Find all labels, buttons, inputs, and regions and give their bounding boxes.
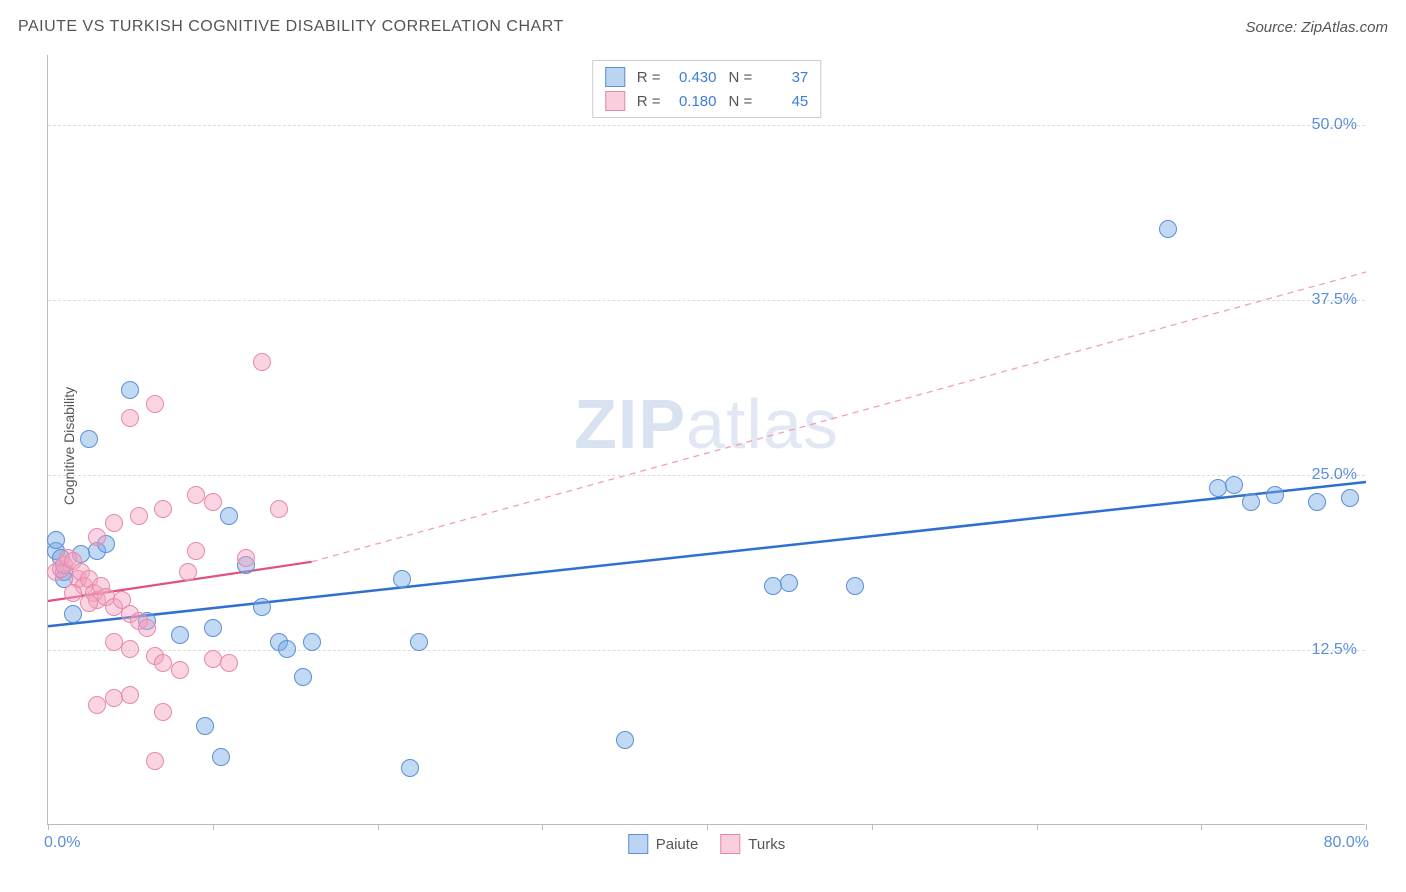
data-point: [764, 577, 782, 595]
x-min-label: 0.0%: [44, 834, 80, 852]
data-point: [1242, 493, 1260, 511]
x-tick: [1366, 824, 1367, 830]
data-point: [1266, 486, 1284, 504]
x-tick: [707, 824, 708, 830]
legend-row-turks: R = 0.180 N = 45: [601, 89, 813, 113]
data-point: [212, 748, 230, 766]
data-point: [1209, 479, 1227, 497]
data-point: [105, 633, 123, 651]
data-point: [220, 654, 238, 672]
data-point: [616, 731, 634, 749]
data-point: [270, 500, 288, 518]
data-point: [220, 507, 238, 525]
data-point: [1225, 476, 1243, 494]
data-point: [278, 640, 296, 658]
data-point: [105, 689, 123, 707]
data-point: [846, 577, 864, 595]
data-point: [179, 563, 197, 581]
y-tick-label: 50.0%: [1312, 116, 1357, 134]
swatch-paiute-icon: [628, 834, 648, 854]
data-point: [1341, 489, 1359, 507]
x-tick: [1201, 824, 1202, 830]
data-point: [154, 703, 172, 721]
data-point: [146, 752, 164, 770]
data-point: [121, 409, 139, 427]
swatch-turks: [605, 91, 625, 111]
data-point: [138, 619, 156, 637]
data-point: [88, 528, 106, 546]
x-tick: [213, 824, 214, 830]
data-point: [47, 531, 65, 549]
data-point: [1308, 493, 1326, 511]
data-point: [780, 574, 798, 592]
data-point: [393, 570, 411, 588]
x-max-label: 80.0%: [1324, 834, 1369, 852]
data-point: [204, 619, 222, 637]
x-tick: [1037, 824, 1038, 830]
trend-lines: [48, 55, 1365, 824]
chart-source: Source: ZipAtlas.com: [1245, 19, 1388, 36]
y-tick-label: 12.5%: [1312, 641, 1357, 659]
data-point: [1159, 220, 1177, 238]
x-tick: [542, 824, 543, 830]
data-point: [154, 500, 172, 518]
data-point: [253, 353, 271, 371]
swatch-paiute: [605, 67, 625, 87]
data-point: [64, 584, 82, 602]
data-point: [121, 686, 139, 704]
y-tick-label: 37.5%: [1312, 291, 1357, 309]
scatter-chart: ZIPatlas R = 0.430 N = 37 R = 0.180 N = …: [47, 55, 1365, 825]
data-point: [88, 696, 106, 714]
data-point: [64, 605, 82, 623]
correlation-legend: R = 0.430 N = 37 R = 0.180 N = 45: [592, 60, 822, 118]
chart-title: PAIUTE VS TURKISH COGNITIVE DISABILITY C…: [18, 18, 564, 36]
data-point: [237, 549, 255, 567]
chart-header: PAIUTE VS TURKISH COGNITIVE DISABILITY C…: [18, 18, 1388, 36]
gridline: [48, 475, 1365, 476]
swatch-turks-icon: [720, 834, 740, 854]
legend-item-turks: Turks: [720, 834, 785, 854]
gridline: [48, 125, 1365, 126]
data-point: [187, 542, 205, 560]
watermark: ZIPatlas: [574, 384, 839, 464]
data-point: [303, 633, 321, 651]
data-point: [401, 759, 419, 777]
x-tick: [872, 824, 873, 830]
gridline: [48, 300, 1365, 301]
gridline: [48, 650, 1365, 651]
data-point: [105, 514, 123, 532]
data-point: [253, 598, 271, 616]
data-point: [171, 661, 189, 679]
data-point: [121, 381, 139, 399]
data-point: [146, 395, 164, 413]
data-point: [204, 650, 222, 668]
x-tick: [378, 824, 379, 830]
data-point: [187, 486, 205, 504]
x-tick: [48, 824, 49, 830]
data-point: [294, 668, 312, 686]
y-tick-label: 25.0%: [1312, 466, 1357, 484]
data-point: [130, 507, 148, 525]
data-point: [410, 633, 428, 651]
data-point: [80, 594, 98, 612]
data-point: [204, 493, 222, 511]
data-point: [80, 430, 98, 448]
data-point: [154, 654, 172, 672]
legend-item-paiute: Paiute: [628, 834, 699, 854]
legend-row-paiute: R = 0.430 N = 37: [601, 65, 813, 89]
data-point: [196, 717, 214, 735]
data-point: [121, 640, 139, 658]
series-legend: Paiute Turks: [628, 834, 786, 854]
data-point: [171, 626, 189, 644]
